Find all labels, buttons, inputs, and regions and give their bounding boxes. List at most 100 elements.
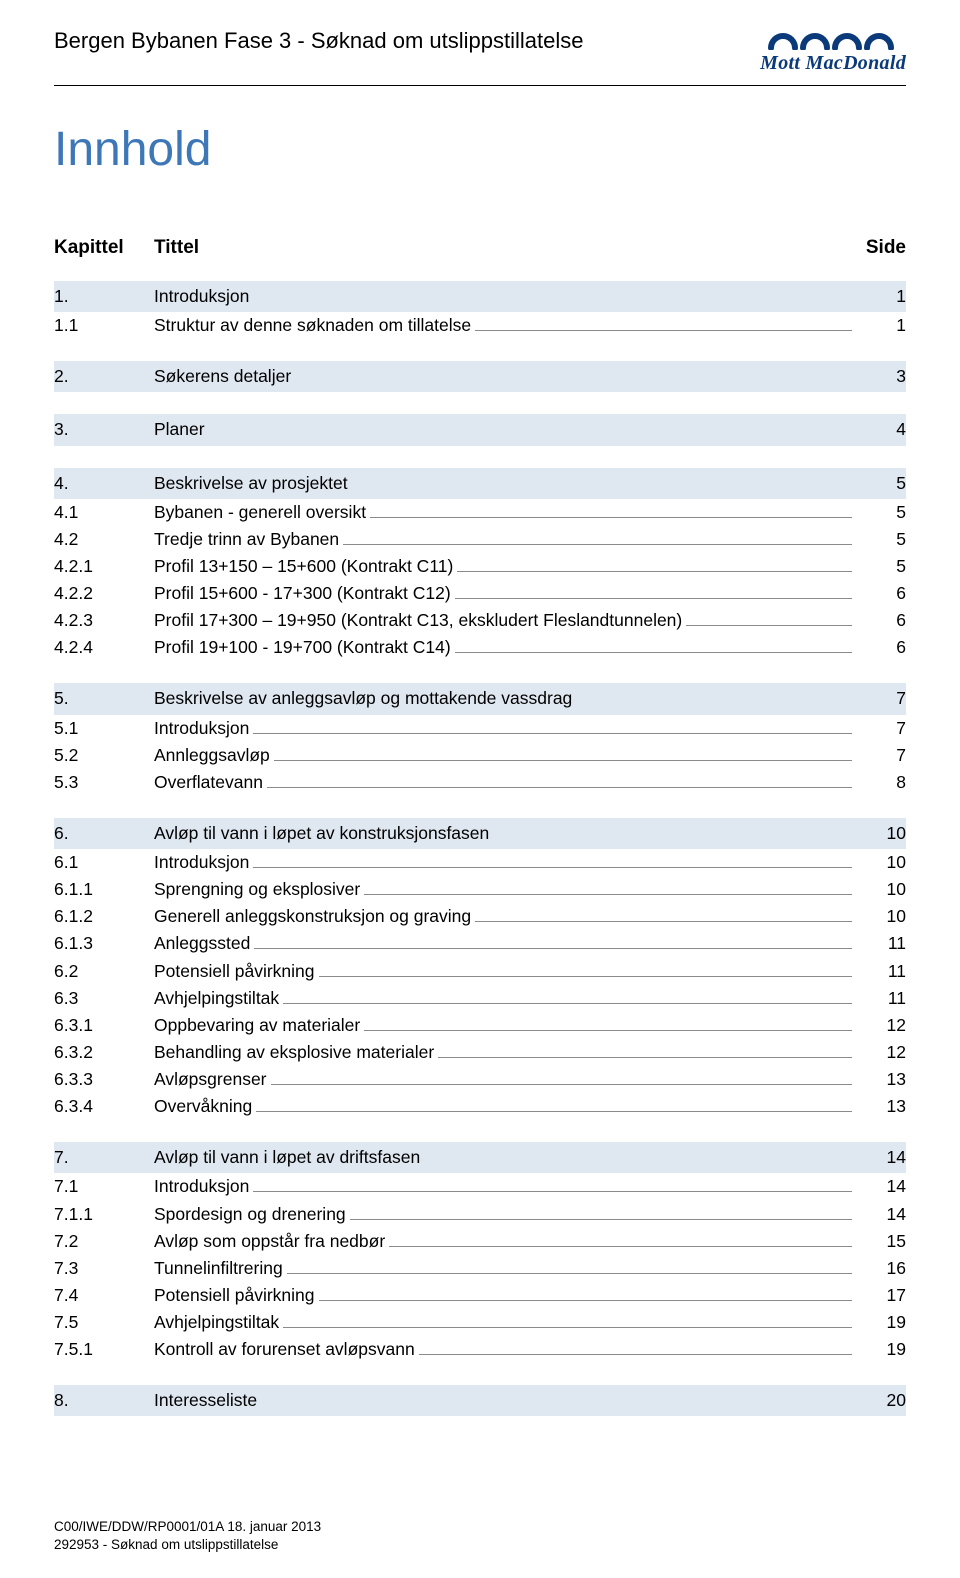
toc-entry-title: Potensiell påvirkning <box>154 1282 315 1309</box>
toc-entry-page: 10 <box>856 849 906 876</box>
toc-entry-number: 4. <box>54 470 154 497</box>
toc-entry-page: 5 <box>856 553 906 580</box>
toc-entry-number: 3. <box>54 416 154 443</box>
toc-entry-page: 11 <box>856 985 906 1012</box>
toc-entry-title-cell: Potensiell påvirkning <box>154 1282 856 1309</box>
toc-entry-title-cell: Introduksjon <box>154 283 856 310</box>
toc-entry-number: 6.3.4 <box>54 1093 154 1120</box>
toc-entry-title: Spordesign og drenering <box>154 1201 346 1228</box>
toc-entry-title: Potensiell påvirkning <box>154 958 315 985</box>
toc-leader-line <box>370 517 852 518</box>
toc-entry-title-cell: Annleggsavløp <box>154 742 856 769</box>
toc-entry-title: Avløpsgrenser <box>154 1066 267 1093</box>
toc-leader-line <box>350 1219 852 1220</box>
toc-entry-page: 3 <box>856 363 906 390</box>
toc-leader-line <box>455 652 852 653</box>
company-logo: Mott MacDonald <box>756 28 906 75</box>
toc-entry-title: Profil 17+300 – 19+950 (Kontrakt C13, ek… <box>154 607 682 634</box>
toc-entry-number: 4.2 <box>54 526 154 553</box>
toc-entry-title-cell: Kontroll av forurenset avløpsvann <box>154 1336 856 1363</box>
toc-entry-title: Avløp til vann i løpet av konstruksjonsf… <box>154 820 856 847</box>
toc-entry-title-cell: Tunnelinfiltrering <box>154 1255 856 1282</box>
toc-entry-title: Interesseliste <box>154 1387 856 1414</box>
toc-entry-number: 6.3 <box>54 985 154 1012</box>
logo-text: Mott MacDonald <box>756 52 906 75</box>
toc-entry-number: 6. <box>54 820 154 847</box>
toc-entry-title: Profil 19+100 - 19+700 (Kontrakt C14) <box>154 634 451 661</box>
toc-entry-title: Generell anleggskonstruksjon og graving <box>154 903 471 930</box>
toc-entry-title: Beskrivelse av prosjektet <box>154 470 856 497</box>
toc-entry-number: 7.1.1 <box>54 1201 154 1228</box>
logo-arches-icon <box>756 28 906 50</box>
toc-row: 6.2Potensiell påvirkning11 <box>54 958 906 985</box>
toc-entry-number: 5.3 <box>54 769 154 796</box>
toc-entry-title: Avløp til vann i løpet av driftsfasen <box>154 1144 856 1171</box>
toc-row: 6.3.1Oppbevaring av materialer12 <box>54 1012 906 1039</box>
toc-row: 5.2Annleggsavløp7 <box>54 742 906 769</box>
col-heading-tittel: Tittel <box>154 237 856 259</box>
toc-entry-title: Tunnelinfiltrering <box>154 1255 283 1282</box>
toc-entry-title: Beskrivelse av anleggsavløp og mottakend… <box>154 685 856 712</box>
toc-entry-number: 7.2 <box>54 1228 154 1255</box>
toc-entry-number: 6.3.1 <box>54 1012 154 1039</box>
toc-entry-title-cell: Beskrivelse av anleggsavløp og mottakend… <box>154 685 856 712</box>
toc-leader-line <box>475 921 852 922</box>
toc-entry-page: 14 <box>856 1144 906 1171</box>
toc-leader-line <box>267 787 852 788</box>
toc-row: 4.2Tredje trinn av Bybanen5 <box>54 526 906 553</box>
toc-row: 1.1Struktur av denne søknaden om tillate… <box>54 312 906 339</box>
toc-entry-page: 19 <box>856 1309 906 1336</box>
toc-entry-page: 1 <box>856 312 906 339</box>
toc-row: 6.Avløp til vann i løpet av konstruksjon… <box>54 818 906 849</box>
toc-entry-title-cell: Avløp til vann i løpet av konstruksjonsf… <box>154 820 856 847</box>
toc-entry-number: 6.2 <box>54 958 154 985</box>
toc-leader-line <box>271 1084 852 1085</box>
col-heading-side: Side <box>856 237 906 259</box>
toc-leader-line <box>274 760 852 761</box>
toc-row: 6.1.2Generell anleggskonstruksjon og gra… <box>54 903 906 930</box>
toc-entry-title-cell: Overflatevann <box>154 769 856 796</box>
toc-row: 5.1Introduksjon7 <box>54 715 906 742</box>
toc-entry-page: 12 <box>856 1012 906 1039</box>
toc-entry-title-cell: Avløpsgrenser <box>154 1066 856 1093</box>
toc-row: 4.2.4Profil 19+100 - 19+700 (Kontrakt C1… <box>54 634 906 661</box>
toc-entry-page: 15 <box>856 1228 906 1255</box>
toc-row: 4.1Bybanen - generell oversikt5 <box>54 499 906 526</box>
toc-body: 1.Introduksjon11.1Struktur av denne søkn… <box>54 281 906 1416</box>
toc-leader-line <box>455 598 852 599</box>
toc-entry-page: 5 <box>856 499 906 526</box>
toc-entry-number: 6.1 <box>54 849 154 876</box>
toc-leader-line <box>438 1057 852 1058</box>
toc-entry-title-cell: Profil 17+300 – 19+950 (Kontrakt C13, ek… <box>154 607 856 634</box>
toc-entry-page: 7 <box>856 742 906 769</box>
toc-row: 6.1.3Anleggssted11 <box>54 930 906 957</box>
toc-entry-title-cell: Introduksjon <box>154 849 856 876</box>
toc-entry-page: 6 <box>856 607 906 634</box>
toc-entry-page: 12 <box>856 1039 906 1066</box>
toc-entry-page: 17 <box>856 1282 906 1309</box>
toc-entry-title-cell: Generell anleggskonstruksjon og graving <box>154 903 856 930</box>
toc-leader-line <box>287 1273 852 1274</box>
toc-entry-number: 6.1.1 <box>54 876 154 903</box>
toc-section: 7.Avløp til vann i løpet av driftsfasen1… <box>54 1142 906 1363</box>
toc-entry-title: Tredje trinn av Bybanen <box>154 526 339 553</box>
toc-row: 7.5Avhjelpingstiltak19 <box>54 1309 906 1336</box>
toc-entry-page: 7 <box>856 715 906 742</box>
toc-entry-number: 7.4 <box>54 1282 154 1309</box>
toc-entry-title-cell: Introduksjon <box>154 715 856 742</box>
col-heading-kapittel: Kapittel <box>54 237 154 259</box>
toc-leader-line <box>343 544 852 545</box>
toc-entry-page: 20 <box>856 1387 906 1414</box>
toc-row: 7.1.1Spordesign og drenering14 <box>54 1201 906 1228</box>
toc-leader-line <box>364 1030 852 1031</box>
toc-entry-page: 1 <box>856 283 906 310</box>
toc-section: 8.Interesseliste20 <box>54 1385 906 1416</box>
toc-row: 6.3.4Overvåkning13 <box>54 1093 906 1120</box>
toc-entry-title: Søkerens detaljer <box>154 363 856 390</box>
toc-entry-title-cell: Profil 19+100 - 19+700 (Kontrakt C14) <box>154 634 856 661</box>
toc-entry-title-cell: Bybanen - generell oversikt <box>154 499 856 526</box>
toc-section: 3.Planer4 <box>54 414 906 445</box>
toc-entry-number: 4.1 <box>54 499 154 526</box>
toc-leader-line <box>253 867 852 868</box>
toc-leader-line <box>283 1003 852 1004</box>
